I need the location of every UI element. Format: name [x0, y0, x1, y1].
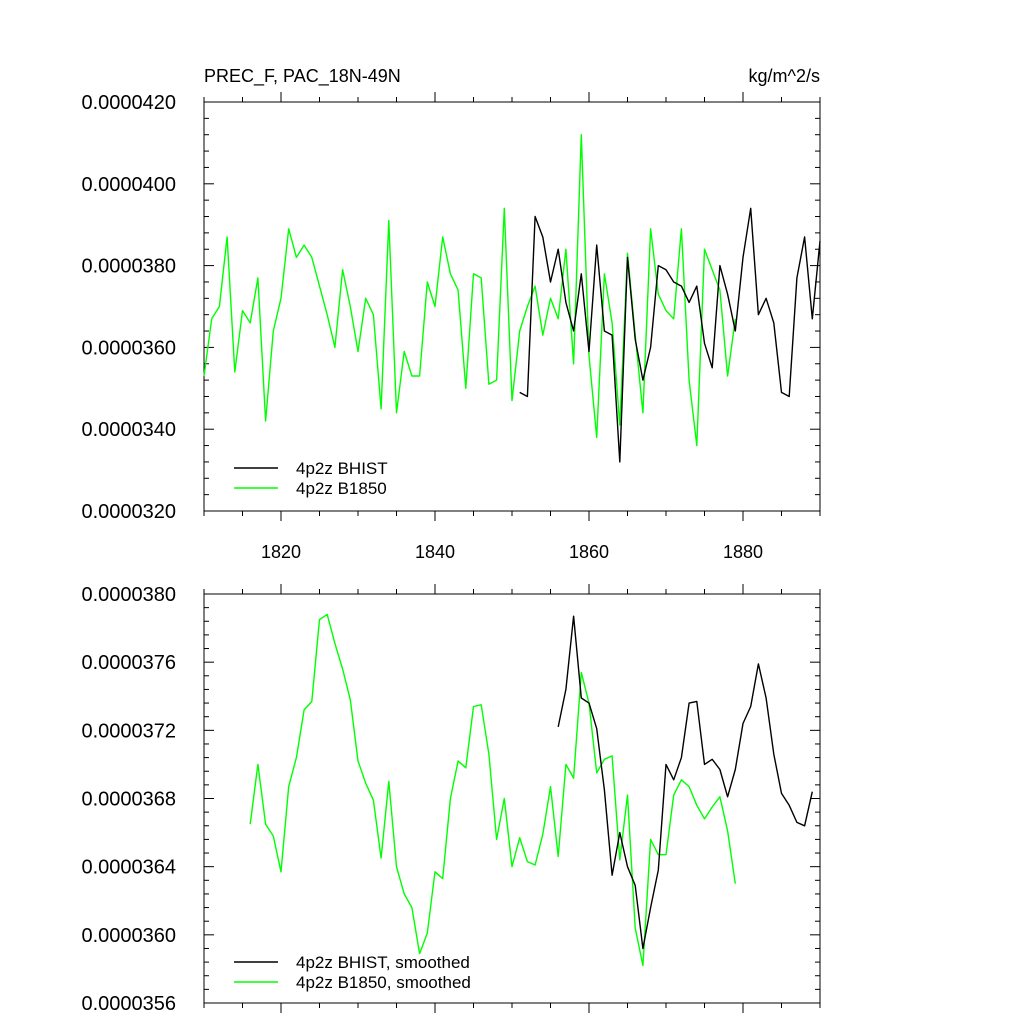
y-tick-label: 0.0000420 — [81, 92, 176, 114]
bottom-panel: 0.0000356 0.0000360 0.0000364 0.0000368 0.00… — [81, 584, 821, 1015]
top-panel-title: PREC_F, PAC_18N-49N — [204, 66, 401, 87]
top-panel-units: kg/m^2/s — [749, 66, 820, 86]
bottom-panel-series-group — [249, 613, 813, 967]
legend-label: 4p2z B1850 — [296, 479, 387, 498]
y-tick-label: 0.0000380 — [81, 584, 176, 606]
bottom-panel-axes: 0.0000356 0.0000360 0.0000364 0.0000368 0.00… — [81, 584, 821, 1015]
x-tick-label: 1880 — [723, 542, 763, 562]
legend-label: 4p2z B1850, smoothed — [296, 973, 471, 992]
y-tick-label: 0.0000340 — [81, 419, 176, 441]
y-tick-label: 0.0000376 — [81, 652, 176, 674]
y-tick-label: 0.0000368 — [81, 789, 176, 811]
plot-frame — [203, 593, 821, 1004]
top-panel-series-group — [203, 133, 821, 463]
y-tick-label: 0.0000364 — [81, 857, 176, 879]
plot-frame — [203, 101, 821, 512]
x-tick-label: 1840 — [415, 542, 455, 562]
x-tick-label: 1820 — [261, 542, 301, 562]
top-panel-axes: 0.0000320 0.0000340 0.0000360 0.0000380 0.00… — [81, 92, 821, 562]
y-tick-label: 0.0000400 — [81, 174, 176, 196]
y-tick-label: 0.0000380 — [81, 256, 176, 278]
y-tick-label: 0.0000360 — [81, 337, 176, 359]
y-tick-label: 0.0000356 — [81, 993, 176, 1015]
legend-label: 4p2z BHIST — [296, 459, 388, 478]
series-line-4p2z-b1850 — [203, 133, 736, 447]
y-tick-label: 0.0000360 — [81, 925, 176, 947]
series-line-4p2z-bhist — [519, 207, 821, 463]
x-tick-label: 1860 — [569, 542, 609, 562]
series-line-4p2z-b1850-smoothed — [249, 613, 736, 967]
series-line-4p2z-bhist-smoothed — [557, 615, 813, 950]
y-tick-label: 0.0000372 — [81, 720, 176, 742]
top-panel: PREC_F, PAC_18N-49N kg/m^2/s 0.00003200.… — [81, 66, 821, 562]
y-tick-label: 0.0000320 — [81, 501, 176, 523]
legend-label: 4p2z BHIST, smoothed — [296, 953, 470, 972]
